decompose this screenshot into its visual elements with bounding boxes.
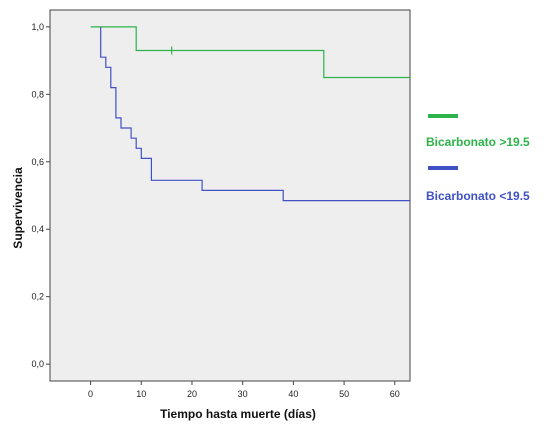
y-axis-ticks: 0,0 0,2 0,4 0,6 0,8 1,0 xyxy=(31,22,50,369)
x-tick-label: 50 xyxy=(339,389,349,399)
legend-label-blue: Bicarbonato <19.5 xyxy=(426,189,530,203)
x-tick-label: 0 xyxy=(88,389,93,399)
y-axis-label: Supervivencia xyxy=(11,167,25,249)
legend-label-green: Bicarbonato >19.5 xyxy=(426,135,530,149)
survival-curve-green xyxy=(90,26,410,79)
x-tick-label: 60 xyxy=(390,389,400,399)
x-axis-label: Tiempo hasta muerte (días) xyxy=(160,407,316,421)
series-layer xyxy=(90,26,410,202)
x-tick-label: 40 xyxy=(288,389,298,399)
x-tick-label: 30 xyxy=(238,389,248,399)
plot-area xyxy=(49,9,411,382)
y-tick-label: 0,0 xyxy=(31,359,44,369)
x-axis-ticks: 0 10 20 30 40 50 60 xyxy=(88,381,400,399)
y-tick-label: 0,8 xyxy=(31,89,44,99)
survival-curve-blue xyxy=(100,26,410,202)
y-tick-label: 0,2 xyxy=(31,292,44,302)
x-tick-label: 10 xyxy=(136,389,146,399)
legend: Bicarbonato >19.5 Bicarbonato <19.5 xyxy=(426,114,530,203)
y-tick-label: 0,4 xyxy=(31,224,44,234)
y-tick-label: 0,6 xyxy=(31,157,44,167)
x-tick-label: 20 xyxy=(187,389,197,399)
y-tick-label: 1,0 xyxy=(31,22,44,32)
